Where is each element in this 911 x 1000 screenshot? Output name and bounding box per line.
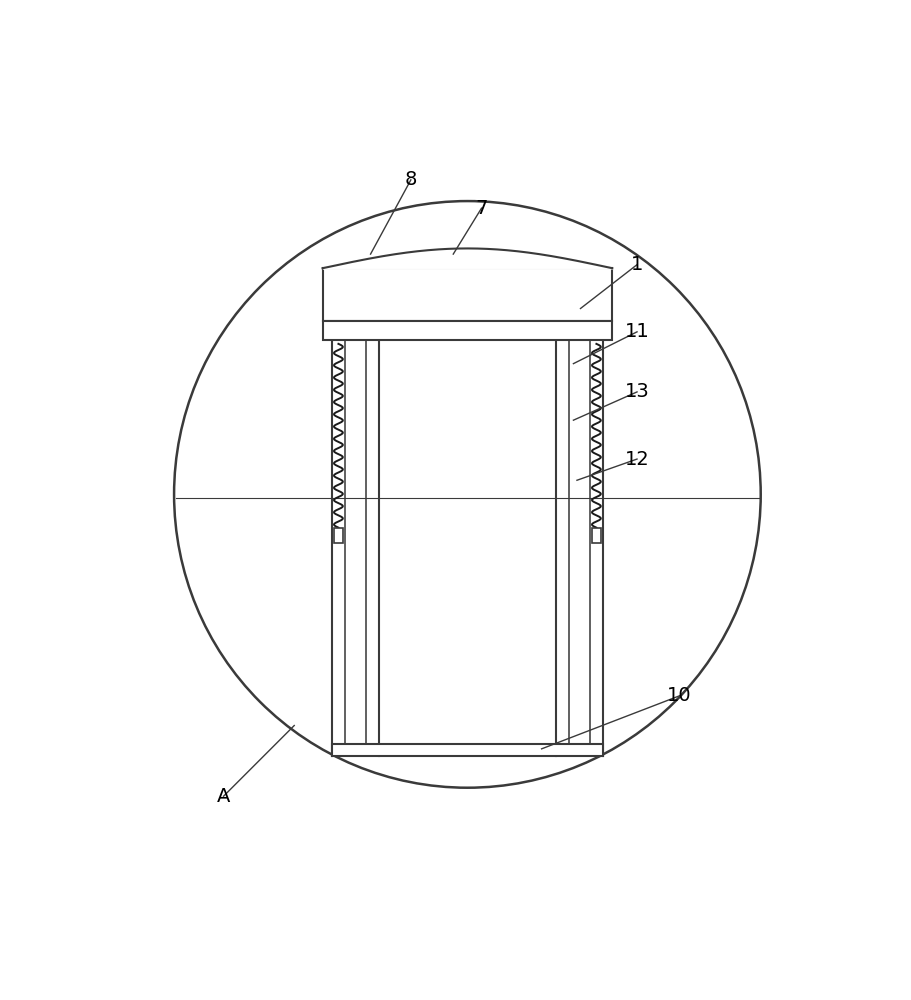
Text: 10: 10 [666, 686, 691, 705]
Text: 13: 13 [624, 382, 649, 401]
Bar [322, 321, 611, 340]
Bar [322, 268, 611, 321]
Text: 1: 1 [630, 255, 642, 274]
Text: 8: 8 [404, 170, 416, 189]
Text: 11: 11 [624, 322, 649, 341]
Bar [333, 528, 343, 543]
Text: 7: 7 [475, 199, 487, 218]
Text: 12: 12 [624, 450, 649, 469]
Bar [332, 744, 602, 756]
Bar [591, 528, 600, 543]
Text: A: A [217, 787, 230, 806]
